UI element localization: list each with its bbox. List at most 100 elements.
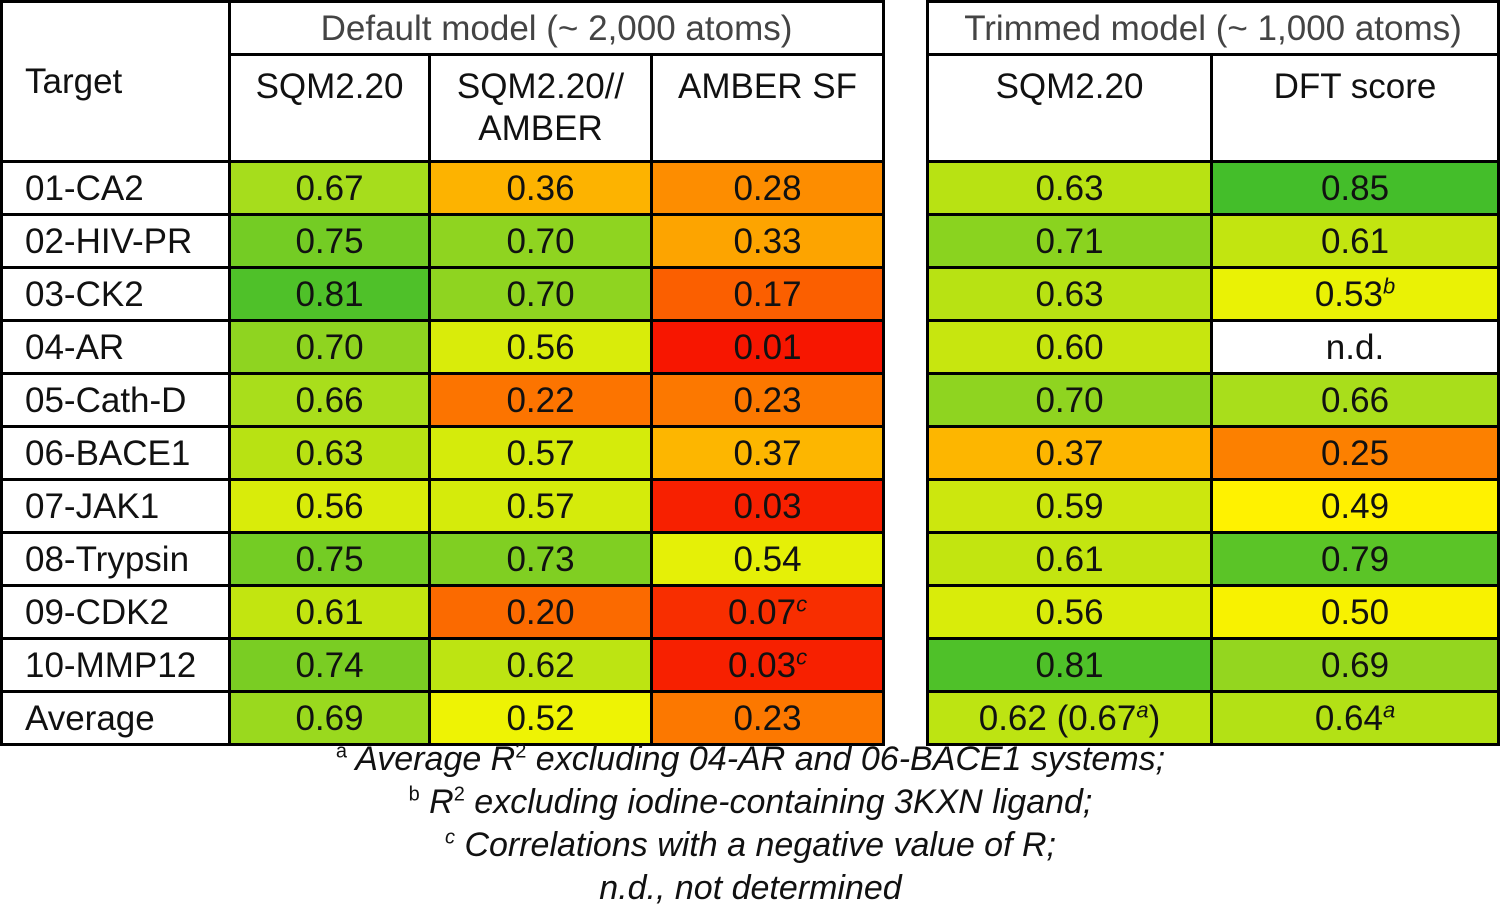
score-value: 0.85	[1320, 168, 1390, 208]
score-cell: 0.81	[228, 266, 431, 322]
score-cell: 0.66	[1210, 372, 1500, 428]
score-value: 0.61	[295, 592, 364, 632]
score-value: 0.81	[1035, 645, 1104, 685]
score-cell: 0.64a	[1210, 690, 1500, 746]
score-value: 0.63	[1035, 168, 1104, 208]
score-cell: 0.63	[926, 266, 1213, 322]
score-value: 0.64	[1314, 698, 1383, 738]
score-cell: 0.53b	[1210, 266, 1500, 322]
score-cell: 0.25	[1210, 425, 1500, 481]
score-value: 0.37	[1035, 433, 1104, 473]
footnote-c-marker: c	[445, 826, 455, 849]
score-value: 0.61	[1035, 539, 1104, 579]
score-value: 0.49	[1320, 486, 1390, 526]
score-cell: 0.36	[428, 160, 653, 216]
score-value: 0.69	[295, 698, 364, 738]
score-cell: 0.61	[228, 584, 431, 640]
footnote-marker: b	[1382, 272, 1396, 298]
footnote-marker: a	[1382, 696, 1396, 722]
row-target: 01-CA2	[0, 160, 231, 216]
score-cell: 0.75	[228, 213, 431, 269]
score-cell: 0.70	[228, 319, 431, 375]
score-cell: n.d.	[1210, 319, 1500, 375]
row-target: 10-MMP12	[0, 637, 231, 693]
col-header-amber-sf: AMBER SF	[650, 53, 885, 163]
footnote-a-marker: a	[335, 740, 348, 763]
score-value: 0.37	[733, 433, 802, 473]
col-header-sqm-amber-line2: AMBER	[478, 109, 603, 148]
score-cell: 0.17	[650, 266, 885, 322]
score-value: 0.01	[733, 327, 802, 367]
footnote-b: b R2 excluding iodine-containing 3KXN li…	[0, 781, 1501, 824]
score-value: 0.50	[1320, 592, 1390, 632]
results-table: Target Default model (~ 2,000 atoms) Tri…	[0, 0, 1500, 746]
table-row: 09-CDK2 0.61 0.20 0.07c 0.56 0.50	[0, 584, 1500, 640]
footnote-b-text: R	[429, 783, 454, 821]
table-row: 02-HIV-PR 0.75 0.70 0.33 0.71 0.61	[0, 213, 1500, 269]
row-target: 04-AR	[0, 319, 231, 375]
score-value: 0.23	[733, 380, 802, 420]
score-cell: 0.70	[428, 213, 653, 269]
score-value: 0.22	[506, 380, 575, 420]
footnote-marker: a	[1136, 696, 1149, 722]
footnotes: a Average R2 excluding 04-AR and 06-BACE…	[0, 738, 1501, 910]
score-cell: 0.70	[926, 372, 1213, 428]
row-target: 05-Cath-D	[0, 372, 231, 428]
score-cell: 0.07c	[650, 584, 885, 640]
score-cell: 0.49	[1210, 478, 1500, 534]
score-value: 0.03	[733, 486, 802, 526]
score-value: 0.60	[1035, 327, 1104, 367]
score-value: 0.25	[1320, 433, 1390, 473]
score-cell: 0.81	[926, 637, 1213, 693]
score-value: 0.33	[733, 221, 802, 261]
row-target: Average	[0, 690, 231, 746]
col-header-dft: DFT score	[1210, 53, 1500, 163]
score-value: 0.66	[1320, 380, 1390, 420]
score-value: 0.03	[727, 645, 797, 685]
score-value: 0.75	[295, 539, 364, 579]
score-value: 0.70	[506, 274, 575, 314]
score-value: 0.62	[506, 645, 575, 685]
score-value: 0.56	[506, 327, 575, 367]
score-cell: 0.56	[926, 584, 1213, 640]
score-cell: 0.67	[228, 160, 431, 216]
row-target: 07-JAK1	[0, 478, 231, 534]
score-value: 0.81	[295, 274, 364, 314]
score-cell: 0.03	[650, 478, 885, 534]
score-value: 0.20	[506, 592, 575, 632]
footnote-c-text: Correlations with a negative value of R;	[464, 826, 1056, 864]
score-cell: 0.60	[926, 319, 1213, 375]
score-cell: 0.63	[228, 425, 431, 481]
score-cell: 0.50	[1210, 584, 1500, 640]
score-cell: 0.59	[926, 478, 1213, 534]
score-cell: 0.54	[650, 531, 885, 587]
default-model-header: Default model (~ 2,000 atoms)	[228, 0, 885, 56]
footnote-a-rest: excluding 04-AR and 06-BACE1 systems;	[526, 740, 1166, 778]
footnote-nd: n.d., not determined	[599, 869, 902, 907]
score-cell: 0.33	[650, 213, 885, 269]
score-value: 0.07	[727, 592, 797, 632]
score-value: 0.71	[1035, 221, 1104, 261]
row-target: 08-Trypsin	[0, 531, 231, 587]
score-value: 0.56	[1035, 592, 1104, 632]
score-cell: 0.62	[428, 637, 653, 693]
footnote-c: c Correlations with a negative value of …	[0, 824, 1501, 867]
footnote-a: a Average R2 excluding 04-AR and 06-BACE…	[0, 738, 1501, 781]
score-value: 0.63	[1035, 274, 1104, 314]
table-row: 07-JAK1 0.56 0.57 0.03 0.59 0.49	[0, 478, 1500, 534]
score-cell: 0.62 (0.67a)	[926, 690, 1213, 746]
score-suffix: )	[1148, 698, 1161, 738]
target-header: Target	[0, 0, 231, 163]
score-cell: 0.57	[428, 478, 653, 534]
score-value: 0.74	[295, 645, 364, 685]
score-value: 0.67	[295, 168, 364, 208]
score-cell: 0.70	[428, 266, 653, 322]
score-value: 0.62 (0.67	[978, 698, 1137, 738]
score-value: 0.52	[506, 698, 575, 738]
score-cell: 0.20	[428, 584, 653, 640]
column-gap	[882, 1, 929, 745]
score-cell: 0.79	[1210, 531, 1500, 587]
trimmed-model-header: Trimmed model (~ 1,000 atoms)	[926, 0, 1500, 56]
score-cell: 0.22	[428, 372, 653, 428]
score-value: 0.57	[506, 486, 575, 526]
